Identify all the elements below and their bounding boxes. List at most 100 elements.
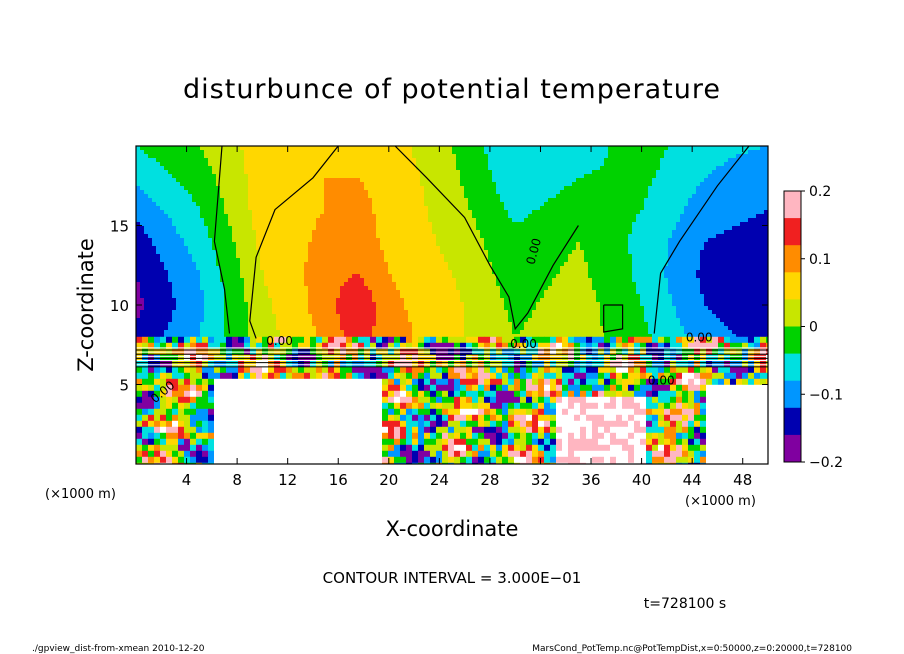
field-cell (136, 162, 141, 167)
field-cell (452, 334, 457, 339)
field-cell (272, 334, 277, 339)
field-cell (484, 294, 489, 299)
field-cell (176, 314, 181, 319)
field-cell (168, 182, 173, 187)
field-cell (420, 318, 425, 323)
field-cell (144, 202, 149, 207)
field-cell (432, 330, 437, 335)
field-cell (296, 202, 301, 207)
field-cell (416, 150, 421, 155)
field-cell (464, 282, 469, 287)
field-cell (196, 258, 201, 263)
field-cell (152, 258, 157, 263)
field-cell (428, 250, 433, 255)
field-cell (304, 250, 309, 255)
field-cell (336, 206, 341, 211)
field-cell (172, 150, 177, 155)
field-cell (400, 246, 405, 251)
field-cell (316, 326, 321, 331)
field-cell (280, 314, 285, 319)
field-cell (456, 330, 461, 335)
field-cell (544, 242, 549, 247)
field-cell (380, 290, 385, 295)
field-cell (244, 146, 249, 151)
field-cell (448, 226, 453, 231)
field-cell (284, 254, 289, 259)
field-cell (172, 198, 177, 203)
field-cell (148, 302, 153, 307)
field-cell (184, 222, 189, 227)
field-cell (352, 238, 357, 243)
field-cell (176, 334, 181, 339)
field-cell (204, 206, 209, 211)
field-cell (380, 198, 385, 203)
field-cell (200, 150, 205, 155)
field-cell (376, 278, 381, 283)
field-cell (376, 162, 381, 167)
field-cell (136, 270, 141, 275)
field-cell (488, 162, 493, 167)
field-cell (148, 146, 153, 151)
field-cell (144, 318, 149, 323)
field-cell (428, 166, 433, 171)
field-cell (400, 226, 405, 231)
field-cell (332, 206, 337, 211)
field-cell (472, 334, 477, 339)
field-cell (268, 274, 273, 279)
field-cell (508, 238, 513, 243)
field-cell (252, 166, 257, 171)
field-cell (332, 318, 337, 323)
field-cell (496, 294, 501, 299)
field-cell (372, 318, 377, 323)
field-cell (424, 314, 429, 319)
field-cell (396, 274, 401, 279)
field-cell (228, 214, 233, 219)
field-cell (408, 254, 413, 259)
field-cell (456, 322, 461, 327)
field-cell (188, 330, 193, 335)
field-cell (344, 214, 349, 219)
field-cell (364, 206, 369, 211)
field-cell (256, 210, 261, 215)
field-cell (540, 170, 545, 175)
field-cell (268, 278, 273, 283)
field-cell (288, 214, 293, 219)
field-cell (548, 254, 553, 259)
field-cell (492, 230, 497, 235)
field-cell (164, 270, 169, 275)
field-cell (260, 250, 265, 255)
field-cell (328, 326, 333, 331)
field-cell (216, 330, 221, 335)
field-cell (484, 194, 489, 199)
field-cell (392, 154, 397, 159)
field-cell (364, 146, 369, 151)
field-cell (540, 214, 545, 219)
field-cell (268, 146, 273, 151)
field-cell (280, 154, 285, 159)
field-cell (516, 246, 521, 251)
field-cell (248, 218, 253, 223)
field-cell (476, 294, 481, 299)
field-cell (148, 254, 153, 259)
field-cell (324, 242, 329, 247)
field-cell (372, 238, 377, 243)
field-cell (504, 266, 509, 271)
field-cell (252, 226, 257, 231)
field-cell (188, 310, 193, 315)
field-cell (524, 218, 529, 223)
field-cell (360, 230, 365, 235)
field-cell (156, 226, 161, 231)
field-cell (320, 258, 325, 263)
field-cell (216, 270, 221, 275)
field-cell (424, 310, 429, 315)
field-cell (448, 202, 453, 207)
field-cell (496, 198, 501, 203)
field-cell (272, 174, 277, 179)
field-cell (332, 150, 337, 155)
field-cell (324, 202, 329, 207)
field-cell (224, 146, 229, 151)
field-cell (232, 274, 237, 279)
field-cell (472, 238, 477, 243)
field-cell (296, 262, 301, 267)
field-cell (376, 254, 381, 259)
